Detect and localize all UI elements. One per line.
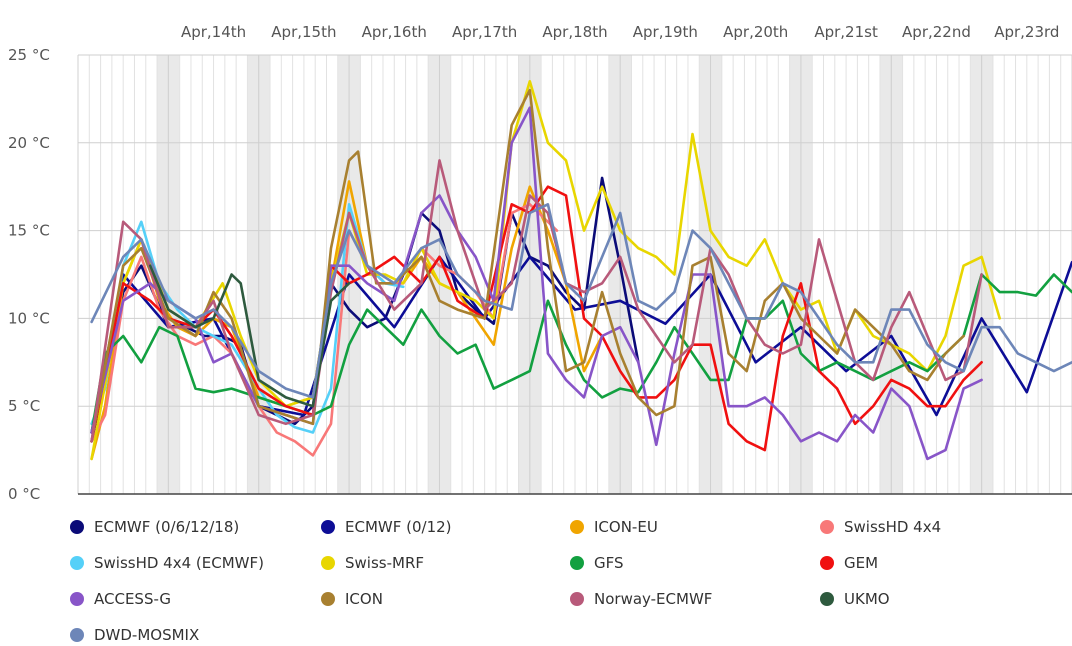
y-tick-label: 20 °C bbox=[8, 134, 50, 152]
legend-swatch bbox=[570, 556, 584, 570]
legend-swatch bbox=[820, 592, 834, 606]
legend-label: Swiss-MRF bbox=[345, 554, 424, 572]
x-tick-label: Apr,18th bbox=[542, 23, 607, 41]
legend-item-icon-eu[interactable]: ICON-EU bbox=[570, 518, 658, 536]
legend-item-swiss-mrf[interactable]: Swiss-MRF bbox=[321, 554, 424, 572]
series-line-ukmo bbox=[149, 264, 351, 408]
legend-item-swisshd-4x4[interactable]: SwissHD 4x4 bbox=[820, 518, 941, 536]
x-tick-label: Apr,16th bbox=[362, 23, 427, 41]
legend-swatch bbox=[70, 520, 84, 534]
series-line-gem bbox=[90, 185, 983, 452]
x-tick-label: Apr,22nd bbox=[902, 23, 971, 41]
legend-item-ecmwf-0-12[interactable]: ECMWF (0/12) bbox=[321, 518, 452, 536]
series-line-dwd-mosmix bbox=[90, 203, 1072, 399]
x-tick-label: Apr,19th bbox=[633, 23, 698, 41]
legend-swatch bbox=[70, 628, 84, 642]
legend-item-access-g[interactable]: ACCESS-G bbox=[70, 590, 171, 608]
x-tick-label: Apr,21st bbox=[814, 23, 878, 41]
legend-swatch bbox=[820, 556, 834, 570]
legend-label: UKMO bbox=[844, 590, 890, 608]
legend-label: GEM bbox=[844, 554, 879, 572]
y-axis-labels: 0 °C 5 °C 10 °C 15 °C 20 °C 25 °C bbox=[8, 46, 50, 503]
legend-item-ecmwf-0-6-12-18[interactable]: ECMWF (0/6/12/18) bbox=[70, 518, 239, 536]
x-tick-label: Apr,14th bbox=[181, 23, 246, 41]
legend-item-swisshd-4x4-ecmwf[interactable]: SwissHD 4x4 (ECMWF) bbox=[70, 554, 264, 572]
legend-label: ECMWF (0/6/12/18) bbox=[94, 518, 240, 536]
legend-label: Norway-ECMWF bbox=[594, 590, 713, 608]
chart-grid bbox=[77, 54, 1072, 495]
legend-item-norway-ecmwf[interactable]: Norway-ECMWF bbox=[570, 590, 712, 608]
legend-swatch bbox=[570, 592, 584, 606]
x-axis-labels: Apr,14th Apr,15th Apr,16th Apr,17th Apr,18th… bbox=[181, 23, 1059, 41]
legend-item-icon[interactable]: ICON bbox=[321, 590, 383, 608]
legend-swatch bbox=[321, 592, 335, 606]
legend-swatch bbox=[70, 592, 84, 606]
legend-label: DWD-MOSMIX bbox=[94, 626, 200, 644]
series-line-icon bbox=[90, 88, 965, 443]
legend-item-ukmo[interactable]: UKMO bbox=[820, 590, 890, 608]
x-tick-label: Apr,17th bbox=[452, 23, 517, 41]
legend-item-gem[interactable]: GEM bbox=[820, 554, 878, 572]
x-tick-label: Apr,23rd bbox=[994, 23, 1059, 41]
legend-label: ICON-EU bbox=[594, 518, 658, 536]
legend-swatch bbox=[321, 520, 335, 534]
legend-swatch bbox=[321, 556, 335, 570]
legend-item-dwd-mosmix[interactable]: DWD-MOSMIX bbox=[70, 626, 199, 644]
series-line-swiss-mrf bbox=[90, 80, 1002, 461]
legend-label: SwissHD 4x4 bbox=[844, 518, 942, 536]
chart-legend: ECMWF (0/6/12/18) ECMWF (0/12) ICON-EU Swis… bbox=[0, 512, 1072, 646]
y-tick-label: 15 °C bbox=[8, 222, 50, 240]
legend-swatch bbox=[820, 520, 834, 534]
legend-label: GFS bbox=[594, 554, 624, 572]
legend-item-gfs[interactable]: GFS bbox=[570, 554, 624, 572]
series-lines bbox=[90, 80, 1072, 461]
legend-swatch bbox=[70, 556, 84, 570]
y-tick-label: 10 °C bbox=[8, 309, 50, 327]
y-tick-label: 0 °C bbox=[8, 485, 40, 503]
y-tick-label: 5 °C bbox=[8, 397, 40, 415]
y-tick-label: 25 °C bbox=[8, 46, 50, 64]
legend-label: ICON bbox=[345, 590, 383, 608]
series-line-norway-ecmwf bbox=[90, 159, 983, 443]
legend-swatch bbox=[570, 520, 584, 534]
legend-label: SwissHD 4x4 (ECMWF) bbox=[94, 554, 264, 572]
x-tick-label: Apr,20th bbox=[723, 23, 788, 41]
series-line-icon-eu bbox=[90, 180, 604, 461]
legend-label: ECMWF (0/12) bbox=[345, 518, 452, 536]
x-tick-label: Apr,15th bbox=[271, 23, 336, 41]
legend-label: ACCESS-G bbox=[94, 590, 172, 608]
